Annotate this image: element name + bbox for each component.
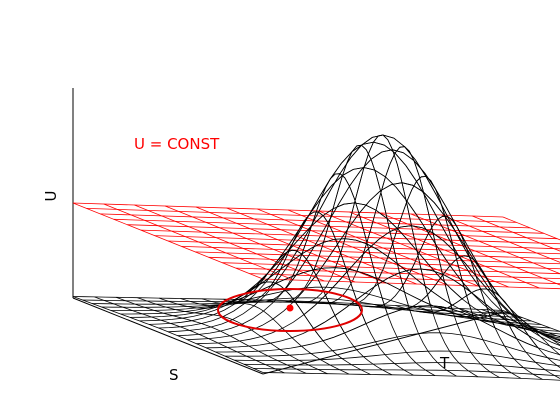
- surface-mesh-line: [129, 238, 560, 332]
- surface-peak-line: [294, 182, 510, 309]
- surface-mesh-line: [253, 368, 560, 377]
- plane-grid-line: [181, 246, 560, 260]
- plane-grid-line: [287, 209, 479, 287]
- surface-peak-line: [313, 268, 529, 336]
- surface-mesh-line: [438, 307, 560, 346]
- center-point: [286, 304, 294, 312]
- s-axis-label: S: [169, 366, 179, 384]
- surface-peak-line: [356, 146, 453, 310]
- plane-grid-line: [472, 215, 560, 252]
- surface-mesh-line: [481, 309, 560, 338]
- t-axis-line: [262, 311, 504, 375]
- plane-label: U = CONST: [134, 135, 220, 153]
- plane-grid-line: [195, 251, 560, 265]
- surface-mesh-line: [262, 372, 560, 381]
- plane-grid-line: [222, 262, 560, 275]
- surface-peak-line: [399, 215, 496, 328]
- plane-grid-line: [349, 211, 540, 289]
- plane-grid-line: [262, 278, 560, 290]
- surface-peak-line: [442, 288, 539, 349]
- surface-peak-line: [227, 281, 324, 342]
- surface-peak-line: [303, 225, 520, 322]
- surface-mesh-line: [395, 288, 560, 368]
- plane-grid-line: [441, 214, 560, 263]
- level-contour: [217, 288, 363, 332]
- surface-mesh-line: [243, 362, 560, 372]
- surface-peak-line: [284, 149, 501, 297]
- surface-peak-line: [270, 211, 367, 324]
- plane-grid-line: [235, 267, 560, 280]
- surface-peak-line: [421, 255, 517, 339]
- axes: [72, 88, 504, 375]
- surface-mesh-line: [224, 332, 560, 361]
- surface-mesh-line: [234, 350, 560, 367]
- plane-grid-line: [249, 273, 560, 285]
- t-axis-label: T: [439, 354, 450, 372]
- surface-peak-line: [378, 176, 474, 318]
- surface-mesh-front: [227, 134, 539, 349]
- plane-grid-line: [318, 210, 509, 288]
- plane-grid-line: [502, 216, 560, 241]
- s-axis-line: [72, 297, 264, 375]
- surface-mesh-line: [502, 310, 560, 332]
- surface-mesh-line: [158, 297, 350, 375]
- surface-peak-line: [335, 134, 431, 306]
- surface-peak-line: [322, 305, 539, 349]
- u-axis-label: U: [42, 191, 60, 202]
